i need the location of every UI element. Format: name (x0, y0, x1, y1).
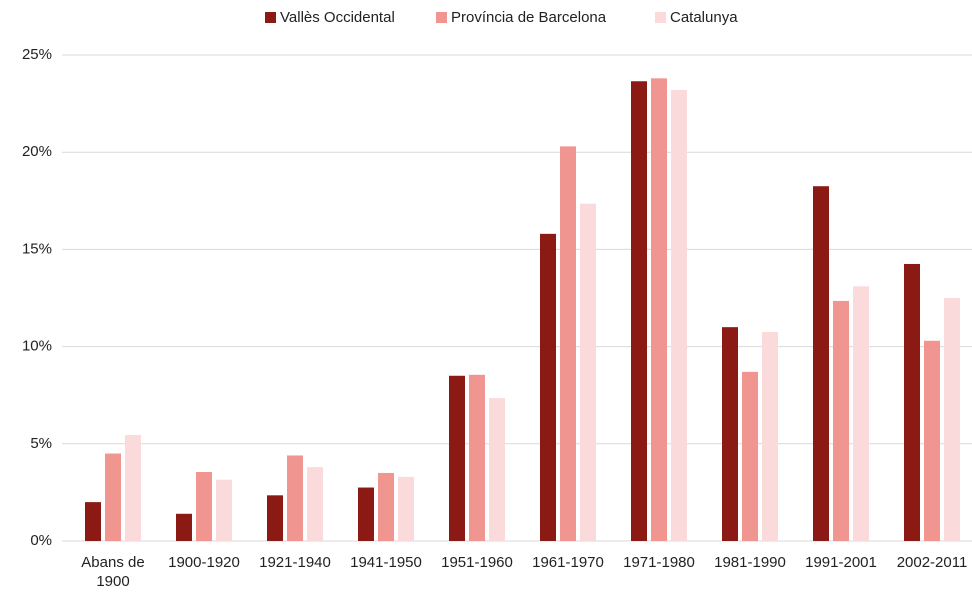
x-tick-label: 1981-1990 (714, 554, 786, 571)
legend-swatch (265, 12, 276, 23)
bar (398, 476, 414, 541)
bar (651, 78, 667, 541)
bar (489, 398, 505, 541)
bar (631, 81, 647, 541)
bar (216, 479, 232, 541)
x-tick-label: 1991-2001 (805, 554, 877, 571)
bar (560, 146, 576, 542)
legend-label: Catalunya (670, 9, 738, 26)
bar (85, 502, 101, 541)
bar (307, 467, 323, 541)
bar (267, 495, 283, 541)
x-tick-label: 1951-1960 (441, 554, 513, 571)
bar (904, 263, 920, 541)
x-tick-label: 1961-1970 (532, 554, 604, 571)
x-tick-label: 1971-1980 (623, 554, 695, 571)
bar (196, 471, 212, 541)
x-tick-label: 1900-1920 (168, 554, 240, 571)
bar (742, 371, 758, 541)
y-tick-label: 0% (30, 532, 52, 549)
bar (358, 487, 374, 541)
bar (671, 89, 687, 541)
bar (944, 298, 960, 541)
x-tick-label: Abans de 1900 (81, 554, 145, 590)
bar (287, 455, 303, 541)
x-tick-label: 1921-1940 (259, 554, 331, 571)
y-tick-label: 15% (22, 240, 52, 257)
y-tick-label: 20% (22, 143, 52, 160)
bar (833, 300, 849, 541)
bar (762, 332, 778, 541)
bar (540, 233, 556, 541)
bar (125, 435, 141, 541)
legend-label: Vallès Occidental (280, 9, 395, 26)
bar (722, 327, 738, 541)
y-tick-label: 10% (22, 338, 52, 355)
y-tick-label: 25% (22, 46, 52, 63)
x-tick-label: 1941-1950 (350, 554, 422, 571)
x-tick-label: 2002-2011 (896, 554, 968, 571)
bar (813, 186, 829, 541)
bar (853, 286, 869, 541)
bar (449, 375, 465, 541)
bar (105, 453, 121, 541)
legend-label: Província de Barcelona (451, 9, 607, 26)
bar (580, 203, 596, 541)
bar (176, 513, 192, 541)
bar (469, 374, 485, 541)
y-tick-label: 5% (30, 435, 52, 452)
legend-swatch (436, 12, 447, 23)
legend-swatch (655, 12, 666, 23)
bar (378, 472, 394, 541)
bar (924, 340, 940, 541)
